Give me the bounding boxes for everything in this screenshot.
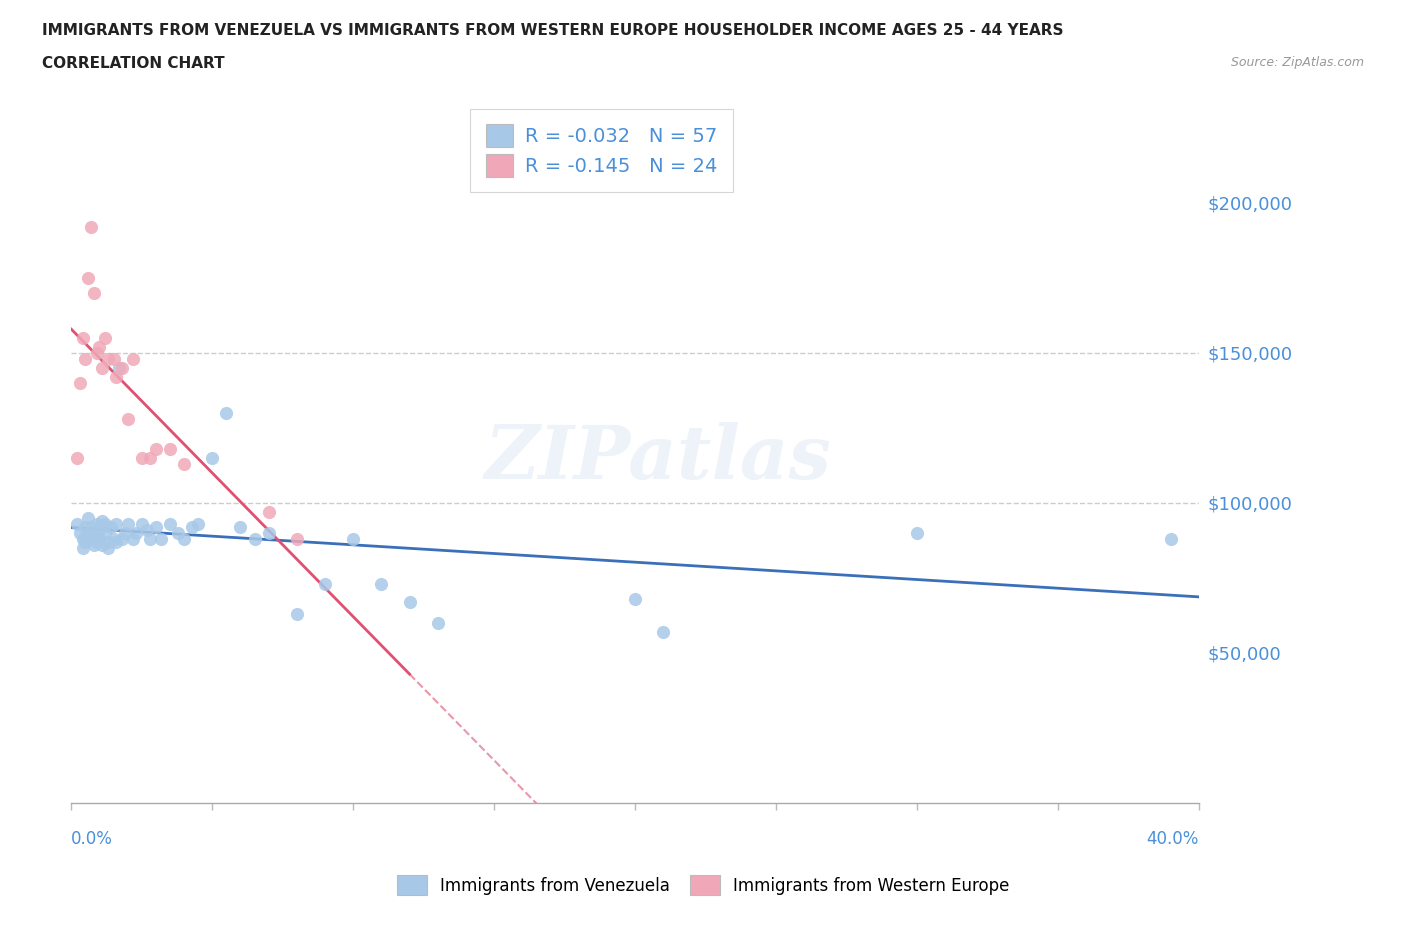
- Text: CORRELATION CHART: CORRELATION CHART: [42, 56, 225, 71]
- Point: [66, 516, 89, 531]
- Point: [91, 513, 114, 528]
- Point: [159, 516, 181, 531]
- Point: [229, 519, 252, 534]
- Point: [173, 531, 195, 546]
- Point: [91, 360, 114, 375]
- Point: [159, 442, 181, 457]
- Point: [94, 525, 117, 540]
- Legend: R = -0.032   N = 57, R = -0.145   N = 24: R = -0.032 N = 57, R = -0.145 N = 24: [470, 109, 733, 193]
- Point: [131, 450, 153, 465]
- Point: [80, 531, 103, 546]
- Point: [370, 577, 392, 591]
- Point: [243, 531, 266, 546]
- Text: 0.0%: 0.0%: [72, 830, 112, 848]
- Point: [69, 376, 91, 391]
- Point: [91, 538, 114, 552]
- Point: [89, 339, 111, 354]
- Point: [94, 330, 117, 345]
- Point: [150, 531, 173, 546]
- Point: [72, 540, 94, 555]
- Text: 40.0%: 40.0%: [1147, 830, 1199, 848]
- Point: [89, 523, 111, 538]
- Point: [131, 516, 153, 531]
- Point: [80, 219, 103, 234]
- Point: [105, 516, 128, 531]
- Point: [145, 442, 167, 457]
- Point: [139, 450, 162, 465]
- Point: [69, 525, 91, 540]
- Point: [77, 271, 100, 286]
- Point: [97, 352, 120, 366]
- Point: [111, 531, 134, 546]
- Point: [173, 457, 195, 472]
- Point: [342, 531, 364, 546]
- Point: [257, 525, 280, 540]
- Point: [94, 516, 117, 531]
- Point: [201, 450, 224, 465]
- Point: [167, 525, 190, 540]
- Point: [285, 531, 308, 546]
- Point: [83, 528, 105, 543]
- Point: [83, 286, 105, 300]
- Point: [97, 535, 120, 550]
- Point: [122, 352, 145, 366]
- Point: [187, 516, 209, 531]
- Point: [103, 531, 125, 546]
- Point: [624, 591, 647, 606]
- Point: [398, 594, 420, 609]
- Point: [100, 519, 122, 534]
- Point: [426, 616, 449, 631]
- Point: [86, 516, 108, 531]
- Text: Source: ZipAtlas.com: Source: ZipAtlas.com: [1230, 56, 1364, 69]
- Point: [103, 352, 125, 366]
- Point: [139, 531, 162, 546]
- Point: [72, 330, 94, 345]
- Point: [97, 540, 120, 555]
- Point: [125, 525, 148, 540]
- Point: [136, 523, 159, 538]
- Point: [89, 531, 111, 546]
- Point: [105, 369, 128, 384]
- Legend: Immigrants from Venezuela, Immigrants from Western Europe: Immigrants from Venezuela, Immigrants fr…: [388, 867, 1018, 903]
- Point: [86, 345, 108, 360]
- Point: [75, 352, 97, 366]
- Point: [105, 535, 128, 550]
- Point: [108, 360, 131, 375]
- Point: [1160, 531, 1182, 546]
- Point: [114, 525, 136, 540]
- Point: [72, 531, 94, 546]
- Point: [145, 519, 167, 534]
- Point: [75, 519, 97, 534]
- Point: [66, 450, 89, 465]
- Point: [215, 405, 238, 420]
- Point: [117, 411, 139, 426]
- Point: [75, 535, 97, 550]
- Point: [905, 525, 928, 540]
- Point: [80, 519, 103, 534]
- Point: [111, 360, 134, 375]
- Point: [285, 606, 308, 621]
- Point: [83, 538, 105, 552]
- Point: [314, 577, 336, 591]
- Text: ZIPatlas: ZIPatlas: [484, 421, 831, 494]
- Point: [181, 519, 204, 534]
- Point: [77, 511, 100, 525]
- Point: [652, 624, 675, 639]
- Point: [86, 535, 108, 550]
- Point: [257, 504, 280, 519]
- Point: [77, 525, 100, 540]
- Point: [117, 516, 139, 531]
- Point: [122, 531, 145, 546]
- Text: IMMIGRANTS FROM VENEZUELA VS IMMIGRANTS FROM WESTERN EUROPE HOUSEHOLDER INCOME A: IMMIGRANTS FROM VENEZUELA VS IMMIGRANTS …: [42, 23, 1064, 38]
